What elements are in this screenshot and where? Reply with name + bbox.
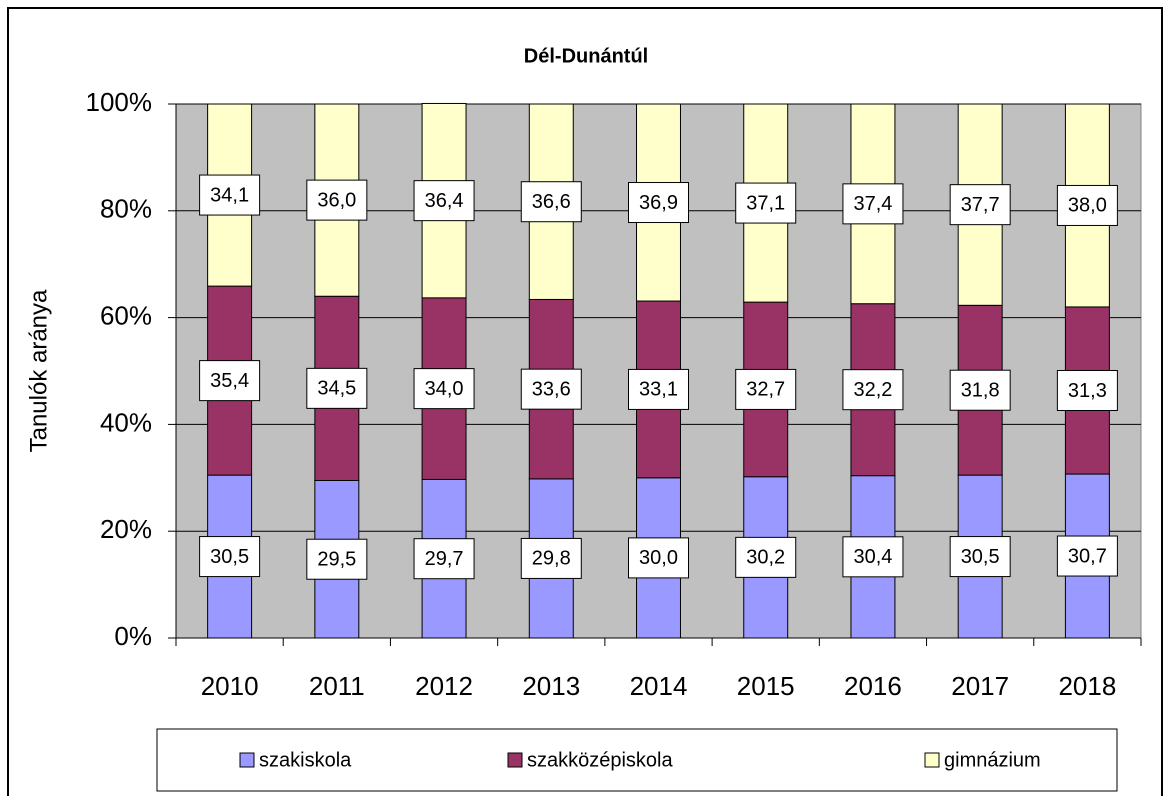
data-label-box xyxy=(949,536,1011,578)
data-label: 32,7 xyxy=(746,379,785,401)
x-tick-label: 2018 xyxy=(1058,671,1116,701)
data-label-box xyxy=(1056,535,1118,577)
data-label-box xyxy=(628,182,689,224)
data-label-box xyxy=(520,181,582,223)
data-label: 38,0 xyxy=(1068,195,1107,217)
data-label-box xyxy=(520,368,582,410)
data-label-box xyxy=(1056,369,1118,411)
data-label: 29,8 xyxy=(532,548,571,570)
legend-box xyxy=(156,728,1118,792)
data-label-box xyxy=(306,179,368,221)
data-label: 37,1 xyxy=(746,192,785,214)
data-label-box xyxy=(413,180,475,222)
data-label: 31,3 xyxy=(1068,380,1107,402)
data-label-box xyxy=(199,360,261,402)
legend-swatch xyxy=(924,752,940,768)
data-label: 31,8 xyxy=(961,380,1000,402)
data-label: 36,9 xyxy=(639,192,678,214)
data-label: 30,7 xyxy=(1068,545,1107,567)
data-label-box xyxy=(949,369,1011,411)
x-tick-label: 2013 xyxy=(522,671,580,701)
x-tick-label: 2016 xyxy=(844,671,902,701)
data-label-box xyxy=(1056,184,1118,226)
data-label-box xyxy=(842,536,904,578)
x-tick-label: 2012 xyxy=(415,671,473,701)
data-label-box xyxy=(842,183,904,225)
data-label: 33,1 xyxy=(639,379,678,401)
data-label: 37,7 xyxy=(961,194,1000,216)
data-label-box xyxy=(949,184,1011,226)
data-label: 34,1 xyxy=(210,184,249,206)
legend-swatch xyxy=(239,752,255,768)
data-label-box xyxy=(520,537,582,579)
data-label-box xyxy=(413,368,475,410)
legend-swatch xyxy=(507,752,523,768)
data-label-box xyxy=(735,536,797,578)
x-tick-label: 2014 xyxy=(630,671,688,701)
chart-title: Dél-Dunántúl xyxy=(524,45,648,67)
data-label-box xyxy=(628,368,689,410)
data-label: 30,5 xyxy=(210,546,249,568)
data-label-box xyxy=(199,174,261,216)
data-label: 34,0 xyxy=(425,378,464,400)
y-tick-label: 60% xyxy=(100,300,152,330)
data-label-box xyxy=(628,537,689,579)
data-label-box xyxy=(842,369,904,411)
data-label-box xyxy=(413,538,475,580)
data-label: 36,0 xyxy=(317,189,356,211)
data-label: 30,5 xyxy=(961,546,1000,568)
y-tick-label: 40% xyxy=(100,407,152,437)
data-label-box xyxy=(199,536,261,578)
data-label: 32,2 xyxy=(853,379,892,401)
data-label-box xyxy=(735,182,797,224)
y-tick-label: 80% xyxy=(100,194,152,224)
data-label: 29,5 xyxy=(317,549,356,571)
data-label: 30,2 xyxy=(746,547,785,569)
x-tick-label: 2010 xyxy=(201,671,259,701)
data-label: 30,0 xyxy=(639,547,678,569)
x-tick-label: 2011 xyxy=(309,671,365,701)
legend-label: szakiskola xyxy=(259,749,352,771)
x-tick-label: 2015 xyxy=(737,671,795,701)
legend-label: szakközépiskola xyxy=(527,749,674,771)
data-label: 33,6 xyxy=(532,378,571,400)
y-axis-label: Tanulók aránya xyxy=(25,289,52,452)
y-tick-label: 20% xyxy=(100,514,152,544)
data-label: 35,4 xyxy=(210,370,249,392)
data-label: 36,6 xyxy=(532,191,571,213)
data-label-box xyxy=(306,367,368,409)
data-label: 37,4 xyxy=(853,193,892,215)
data-label: 34,5 xyxy=(317,378,356,400)
data-label: 30,4 xyxy=(853,546,892,568)
y-tick-label: 100% xyxy=(86,87,153,117)
data-label-box xyxy=(306,538,368,580)
x-tick-label: 2017 xyxy=(951,671,1009,701)
data-label-box xyxy=(735,368,797,410)
data-label: 36,4 xyxy=(425,190,464,212)
y-tick-label: 0% xyxy=(114,621,152,651)
legend-label: gimnázium xyxy=(944,749,1041,771)
data-label: 29,7 xyxy=(425,548,464,570)
